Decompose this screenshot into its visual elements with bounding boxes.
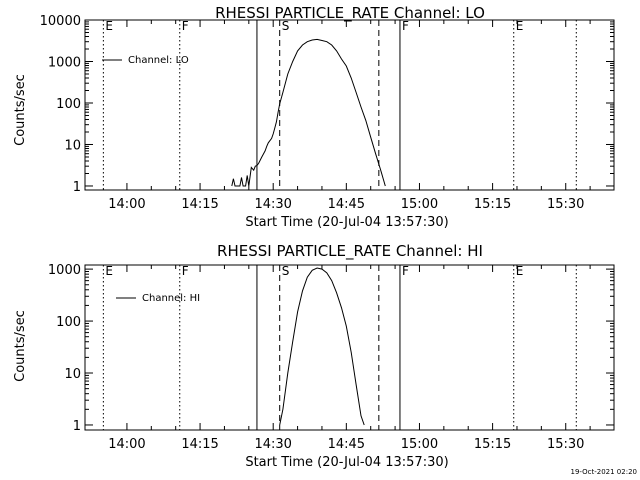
hi-legend: Channel: HI [116, 293, 200, 304]
lo-x-tick-label: 14:45 [328, 197, 365, 212]
hi-flag-label: E [516, 264, 524, 278]
lo-legend: Channel: LO [102, 55, 189, 66]
hi-x-tick-label: 14:45 [328, 437, 365, 452]
lo-x-axis-label: Start Time (20-Jul-04 13:57:30) [245, 215, 448, 230]
hi-flag-label: S [282, 264, 290, 278]
lo-chart-title: RHESSI PARTICLE_RATE Channel: LO [215, 4, 485, 23]
lo-flag-label: S [282, 19, 290, 33]
lo-y-tick-label: 10 [64, 138, 81, 153]
hi-x-tick-label: 14:15 [181, 437, 218, 452]
lo-y-tick-label: 10000 [40, 14, 81, 29]
hi-x-tick-label: 15:15 [474, 437, 511, 452]
hi-channel-panel: RHESSI PARTICLE_RATE Channel: HI Counts/… [13, 242, 615, 470]
lo-plot-frame [84, 19, 615, 191]
lo-y-axis-label: Counts/sec [13, 74, 28, 146]
lo-x-tick-label: 15:15 [474, 197, 511, 212]
hi-y-axis-label: Counts/sec [13, 310, 28, 382]
hi-y-tick-label: 100 [56, 315, 81, 330]
lo-y-tick-label: 1000 [48, 55, 81, 70]
lo-x-tick-label: 14:00 [108, 197, 145, 212]
lo-legend-label: Channel: LO [128, 55, 189, 66]
lo-rate-series-line [231, 38, 386, 187]
hi-flag-label: E [105, 264, 113, 278]
lo-channel-panel: RHESSI PARTICLE_RATE Channel: LO Counts/… [13, 4, 615, 230]
hi-plot-area: 14:00 14:15 14:30 14:45 15:00 15:15 15:30 1 10 10… [48, 263, 615, 452]
hi-x-axis-label: Start Time (20-Jul-04 13:57:30) [245, 455, 448, 470]
lo-y-tick-label: 1 [73, 180, 81, 195]
hi-y-tick-label: 1 [73, 419, 81, 434]
hi-x-tick-label: 14:00 [108, 437, 145, 452]
hi-x-tick-label: 14:30 [254, 437, 291, 452]
hi-legend-label: Channel: HI [142, 293, 200, 304]
generation-timestamp: 19-Oct-2021 02:20 [571, 468, 637, 476]
lo-x-tick-label: 15:30 [547, 197, 584, 212]
hi-y-tick-label: 10 [64, 367, 81, 382]
hi-chart-title: RHESSI PARTICLE_RATE Channel: HI [217, 242, 483, 261]
lo-y-tick-label: 100 [56, 97, 81, 112]
hi-y-tick-label: 1000 [48, 263, 81, 278]
lo-x-tick-label: 14:15 [181, 197, 218, 212]
hi-flag-label: F [182, 264, 189, 278]
hi-x-tick-label: 15:00 [401, 437, 438, 452]
lo-flag-label: F [402, 19, 409, 33]
lo-x-tick-label: 14:30 [254, 197, 291, 212]
lo-x-tick-label: 15:00 [401, 197, 438, 212]
hi-x-tick-label: 15:30 [547, 437, 584, 452]
lo-plot-area: 14:00 14:15 14:30 14:45 15:00 15:15 15:30 1 10 10… [40, 14, 615, 212]
hi-plot-frame [84, 264, 615, 431]
lo-flag-label: F [182, 19, 189, 33]
lo-flag-label: E [105, 19, 113, 33]
hi-flag-label: F [402, 264, 409, 278]
lo-flag-label: E [516, 19, 524, 33]
hi-rate-series-line [279, 267, 365, 426]
